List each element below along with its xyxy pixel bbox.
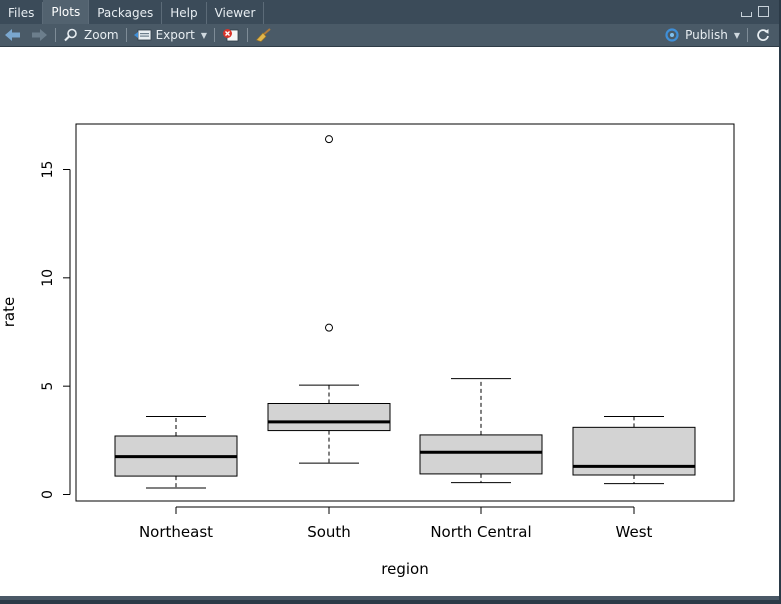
box-northeast	[114, 416, 238, 489]
toolbar-divider	[214, 28, 216, 42]
maximize-icon[interactable]	[758, 6, 769, 17]
publish-label: Publish	[685, 28, 728, 42]
box-north-central	[419, 378, 543, 484]
y-tick-label: 0	[40, 490, 56, 499]
refresh-button[interactable]	[751, 24, 779, 46]
box-west	[572, 416, 696, 485]
iqr-box	[419, 434, 543, 475]
export-icon	[133, 29, 151, 41]
arrow-right-icon	[32, 29, 47, 41]
refresh-icon	[757, 29, 769, 41]
toolbar-divider	[125, 28, 127, 42]
remove-plot-icon	[223, 29, 239, 42]
publish-icon	[665, 28, 679, 42]
tab-help[interactable]: Help	[162, 2, 207, 24]
y-axis: 0 5 10 15	[40, 161, 71, 499]
toolbar-divider	[247, 28, 249, 42]
plot-frame	[75, 123, 735, 502]
tab-plots[interactable]: Plots	[43, 0, 90, 24]
iqr-box	[572, 426, 696, 476]
x-tick-label: Northeast	[139, 523, 213, 541]
outlier-point	[325, 323, 333, 332]
toolbar-divider	[55, 28, 56, 42]
back-plot-button[interactable]	[0, 24, 26, 46]
y-tick-label: 5	[40, 382, 56, 391]
y-axis-label: rate	[0, 297, 18, 327]
pane-window-controls	[741, 6, 769, 17]
x-tick-label: North Central	[430, 523, 531, 541]
y-tick-label: 15	[40, 161, 56, 179]
x-tick-label: West	[616, 523, 653, 541]
chevron-down-icon: ▼	[200, 30, 208, 40]
x-tick-label: South	[307, 523, 351, 541]
export-label: Export	[155, 28, 195, 42]
arrow-left-icon	[5, 29, 20, 41]
forward-plot-button[interactable]	[26, 24, 52, 46]
plot-viewer: 0 5 10 15 Northeast South North Central West r…	[0, 47, 779, 596]
toolbar-divider	[747, 28, 748, 42]
magnifier-icon	[64, 28, 77, 42]
boxplot-series	[114, 135, 696, 489]
chevron-down-icon: ▼	[733, 30, 740, 40]
y-tick-label: 10	[40, 269, 56, 287]
tab-packages[interactable]: Packages	[89, 2, 163, 24]
x-axis: Northeast South North Central West	[139, 506, 653, 541]
tab-viewer[interactable]: Viewer	[207, 2, 265, 24]
boxplot-chart: 0 5 10 15 Northeast South North Central West r…	[0, 123, 735, 578]
iqr-box	[267, 403, 391, 432]
tab-files[interactable]: Files	[0, 2, 44, 24]
outlier-point	[325, 135, 333, 144]
clear-all-plots-button[interactable]	[251, 24, 277, 46]
remove-plot-button[interactable]	[218, 24, 244, 46]
box-south	[267, 135, 391, 464]
zoom-button[interactable]: Zoom	[59, 24, 123, 46]
plots-toolbar: Zoom Export ▼	[0, 24, 779, 47]
broom-icon	[255, 28, 271, 42]
pane-tabbar: Files Plots Packages Help Viewer	[0, 0, 779, 24]
publish-button[interactable]: Publish ▼	[659, 24, 744, 46]
export-button[interactable]: Export ▼	[130, 24, 211, 46]
minimize-icon[interactable]	[741, 12, 752, 17]
x-axis-label: region	[381, 560, 428, 578]
zoom-label: Zoom	[84, 28, 119, 42]
